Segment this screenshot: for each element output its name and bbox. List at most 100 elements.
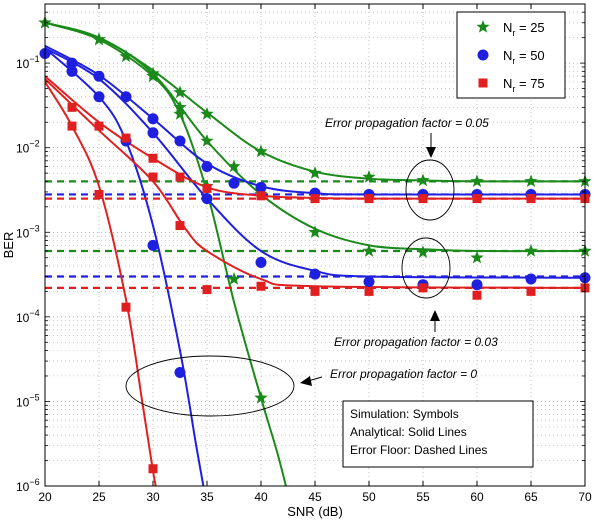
simulation-point: [254, 390, 268, 404]
simulation-point: [175, 172, 185, 182]
simulation-point: [416, 173, 430, 187]
simulation-point: [147, 239, 159, 251]
analytical-curve: [45, 21, 585, 253]
y-axis-label: BER: [1, 232, 16, 259]
simulation-point: [120, 91, 132, 103]
simulation-point: [363, 276, 375, 288]
simulation-point: [67, 121, 77, 131]
simulation-point: [418, 194, 428, 204]
legend-suffix-nr50: = 50: [515, 48, 544, 63]
simulation-point: [254, 144, 268, 158]
x-tick-label: 30: [146, 490, 160, 504]
simulation-point: [148, 153, 158, 163]
simulation-point: [227, 159, 241, 173]
ellipse-epf-003: [401, 237, 451, 299]
legend-entry-nr75: Nr = 75: [503, 76, 545, 94]
simulation-point: [147, 113, 159, 125]
y-tick-label: 10−4: [16, 308, 40, 325]
simulation-point: [364, 286, 374, 296]
analytical-curve: [45, 81, 157, 486]
x-tick-label: 70: [578, 490, 592, 504]
x-axis-label: SNR (dB): [287, 504, 343, 519]
simulation-point: [173, 85, 187, 99]
arrow-head-epf-003: [430, 310, 440, 321]
x-tick-label: 65: [524, 490, 538, 504]
simulation-point: [525, 273, 537, 285]
simulation-point: [256, 281, 266, 291]
simulation-point: [227, 272, 241, 285]
simulation-point: [526, 194, 536, 204]
x-tick-label: 20: [38, 490, 52, 504]
ellipse-epf-0: [125, 355, 295, 417]
analytical-curve: [45, 75, 585, 200]
legend-markers: [476, 20, 490, 88]
textbox-line-simulation: Simulation: Symbols: [350, 407, 459, 421]
simulation-point: [526, 286, 536, 296]
simulation-point: [148, 172, 158, 182]
y-tick-label: 10−3: [16, 223, 40, 240]
simulation-point: [471, 279, 483, 291]
legend-entry-nr50: Nr = 50: [503, 48, 545, 66]
simulation-point: [173, 100, 187, 113]
legend-marker: [476, 20, 490, 33]
simulation-point: [173, 107, 187, 120]
x-tick-label: 60: [470, 490, 484, 504]
simulation-point: [255, 181, 267, 193]
legend: Nr = 25 Nr = 50 Nr = 75: [456, 11, 566, 99]
simulation-point: [119, 49, 133, 63]
simulation-point: [524, 244, 538, 257]
simulation-point: [309, 268, 321, 280]
x-tick-label: 50: [362, 490, 376, 504]
simulation-point: [310, 194, 320, 204]
legend-label-nr25: N: [503, 20, 512, 35]
simulation-point: [148, 464, 158, 474]
simulation-point: [66, 57, 78, 69]
info-textbox-frame: [342, 400, 534, 468]
simulation-point: [175, 221, 185, 231]
simulation-point: [94, 189, 104, 199]
analytical-curve: [45, 21, 287, 486]
simulation-point: [92, 32, 106, 46]
simulation-point: [121, 302, 131, 312]
analytical-curve: [45, 44, 585, 196]
annotation-epf-005: Error propagation factor = 0.05: [325, 116, 489, 130]
legend-label-nr50: N: [503, 48, 512, 63]
simulation-point: [470, 174, 484, 188]
legend-sub-nr25: r: [512, 28, 515, 38]
analytical-curve: [45, 47, 585, 279]
legend-suffix-nr75: = 75: [515, 76, 544, 91]
legend-marker: [477, 49, 489, 61]
x-tick-label: 35: [200, 490, 214, 504]
legend-sub-nr50: r: [512, 56, 515, 66]
x-tick-label: 55: [416, 490, 430, 504]
legend-label-nr75: N: [503, 76, 512, 91]
simulation-point: [174, 135, 186, 147]
legend-suffix-nr25: = 25: [515, 20, 544, 35]
simulation-point: [362, 244, 376, 257]
simulation-point: [228, 177, 240, 189]
simulation-point: [364, 194, 374, 204]
legend-sub-nr75: r: [512, 84, 515, 94]
simulation-point: [174, 366, 186, 378]
simulation-point: [94, 121, 104, 131]
textbox-line-floor: Error Floor: Dashed Lines: [350, 443, 487, 457]
simulation-point: [308, 166, 322, 179]
x-tick-label: 25: [92, 490, 106, 504]
simulation-point: [202, 183, 212, 193]
simulation-point: [202, 285, 212, 295]
simulation-point: [201, 160, 213, 172]
simulation-point: [66, 65, 78, 77]
simulation-point: [308, 225, 322, 238]
arrow-head-epf-0: [300, 376, 312, 386]
simulation-point: [310, 286, 320, 296]
simulation-point: [121, 133, 131, 143]
markers: [38, 15, 592, 474]
arrow-head-epf-005: [426, 147, 436, 158]
simulation-point: [524, 174, 538, 188]
annotation-ellipses: [125, 159, 455, 417]
info-textbox: Simulation: Symbols Analytical: Solid Li…: [342, 400, 534, 468]
simulation-point: [200, 107, 214, 120]
y-axis-ticks: 10−1 10−2 10−3 10−4 10−5 10−6: [16, 3, 585, 494]
x-tick-label: 40: [254, 490, 268, 504]
